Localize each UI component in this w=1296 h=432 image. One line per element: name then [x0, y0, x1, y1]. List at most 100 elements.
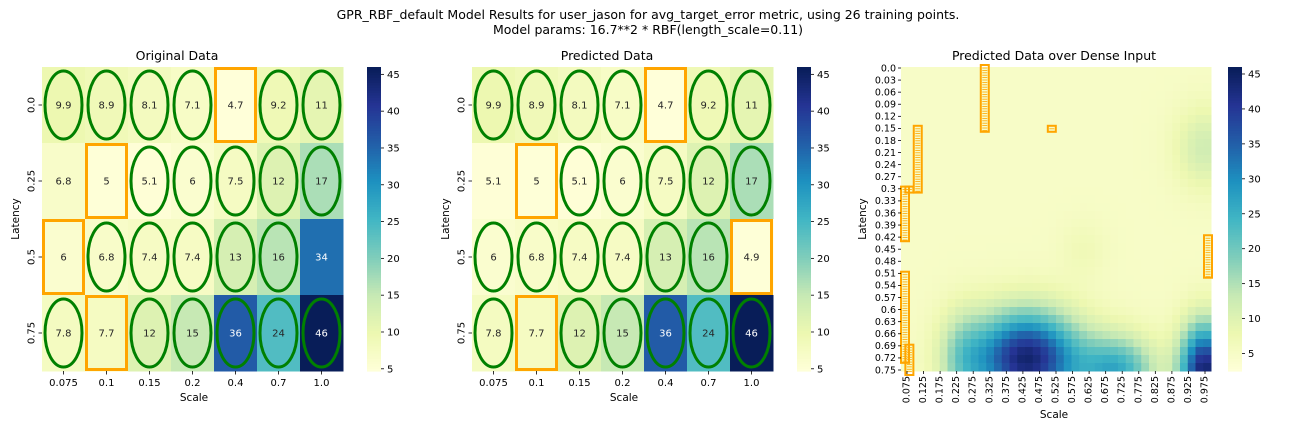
y-tick-label: 0.0: [457, 97, 468, 113]
dense-cell: [1048, 259, 1057, 268]
dense-cell: [1172, 123, 1181, 132]
dense-cell: [916, 227, 925, 236]
dense-cell: [1164, 323, 1173, 332]
dense-cell: [1025, 283, 1034, 292]
dense-cell: [901, 227, 910, 236]
dense-cell: [1094, 155, 1103, 164]
dense-cell: [1017, 339, 1026, 348]
dense-cell: [955, 299, 964, 308]
dense-cell: [947, 235, 956, 244]
dense-cell: [1203, 195, 1212, 204]
panel-title: Predicted Data over Dense Input: [952, 48, 1156, 63]
colorbar-segment: [797, 239, 811, 243]
dense-cell: [1156, 267, 1165, 276]
colorbar-segment: [1228, 300, 1242, 304]
dense-cell: [1164, 219, 1173, 228]
dense-cell: [1025, 179, 1034, 188]
x-tick-label: 0.4: [658, 378, 674, 389]
dense-cell: [1063, 139, 1072, 148]
dense-cell: [1110, 259, 1119, 268]
dense-cell: [1087, 131, 1096, 140]
dense-cell: [1195, 339, 1204, 348]
colorbar-segment: [367, 300, 381, 304]
dense-cell: [955, 363, 964, 372]
heatmap-cell: [558, 295, 602, 372]
dense-cell: [1118, 107, 1127, 116]
colorbar-segment: [367, 363, 381, 367]
dense-cell: [1063, 171, 1072, 180]
heatmap-cell: [687, 295, 731, 372]
dense-cell: [1001, 171, 1010, 180]
x-tick-label: 0.975: [1200, 376, 1211, 403]
dense-cell: [1102, 171, 1111, 180]
dense-cell: [939, 123, 948, 132]
dense-cell: [978, 323, 987, 332]
dense-cell: [1203, 275, 1212, 284]
colorbar-segment: [1228, 97, 1242, 101]
dense-cell: [1087, 243, 1096, 252]
dense-cell: [1203, 219, 1212, 228]
dense-cell: [1118, 115, 1127, 124]
dense-cell: [1063, 155, 1072, 164]
dense-cell: [1102, 219, 1111, 228]
heatmap-cell: [300, 143, 344, 220]
dense-cell: [1187, 259, 1196, 268]
colorbar-segment: [1228, 338, 1242, 342]
dense-cell: [947, 99, 956, 108]
dense-cell: [924, 187, 933, 196]
heatmap-cell: [558, 143, 602, 220]
dense-cell: [1040, 147, 1049, 156]
dense-cell: [1195, 299, 1204, 308]
y-tick-label: 0.27: [875, 172, 896, 183]
dense-cell: [986, 267, 995, 276]
dense-cell: [1125, 139, 1134, 148]
dense-cell: [901, 179, 910, 188]
dense-cell: [1017, 331, 1026, 340]
colorbar-segment: [367, 206, 381, 210]
heatmap-cell: [300, 295, 344, 372]
dense-cell: [1125, 187, 1134, 196]
dense-cell: [1110, 123, 1119, 132]
colorbar-segment: [367, 107, 381, 111]
colorbar-segment: [797, 327, 811, 332]
dense-cell: [947, 243, 956, 252]
colorbar-segment: [1228, 67, 1242, 71]
dense-cell: [1056, 195, 1065, 204]
dense-cell: [1164, 107, 1173, 116]
dense-cell: [1087, 251, 1096, 260]
dense-cell: [1125, 339, 1134, 348]
dense-cell: [955, 339, 964, 348]
dense-cell: [1164, 187, 1173, 196]
dense-cell: [1025, 347, 1034, 356]
dense-cell: [1125, 203, 1134, 212]
colorbar-segment: [367, 99, 381, 104]
dense-cell: [978, 227, 987, 236]
dense-cell: [1001, 195, 1010, 204]
colorbar-segment: [797, 127, 811, 131]
training-point-ellipse: [731, 69, 772, 141]
dense-cell: [916, 267, 925, 276]
colorbar-segment: [1228, 117, 1242, 121]
dense-cell: [1118, 195, 1127, 204]
dense-cell: [1009, 163, 1018, 172]
y-tick-label: 0.06: [875, 87, 896, 98]
dense-cell: [1125, 83, 1134, 92]
dense-cell: [1187, 179, 1196, 188]
colorbar-segment: [367, 150, 381, 154]
dense-cell: [955, 195, 964, 204]
dense-cell: [1180, 291, 1189, 300]
training-point-ellipse: [172, 297, 213, 369]
dense-cell: [1079, 203, 1088, 212]
dense-cell: [932, 219, 941, 228]
colorbar-segment: [1228, 112, 1242, 116]
dense-cell: [1025, 339, 1034, 348]
dense-cell: [1203, 291, 1212, 300]
dense-cell: [1180, 195, 1189, 204]
dense-cell: [1125, 299, 1134, 308]
dense-cell: [916, 299, 925, 308]
dense-cell: [986, 283, 995, 292]
dense-cell: [1118, 67, 1127, 76]
x-ticks: 0.075 0.1 0.15 0.2 0.4 0.7 1.0: [479, 371, 759, 389]
dense-cell: [1063, 187, 1072, 196]
dense-cell: [1110, 235, 1119, 244]
